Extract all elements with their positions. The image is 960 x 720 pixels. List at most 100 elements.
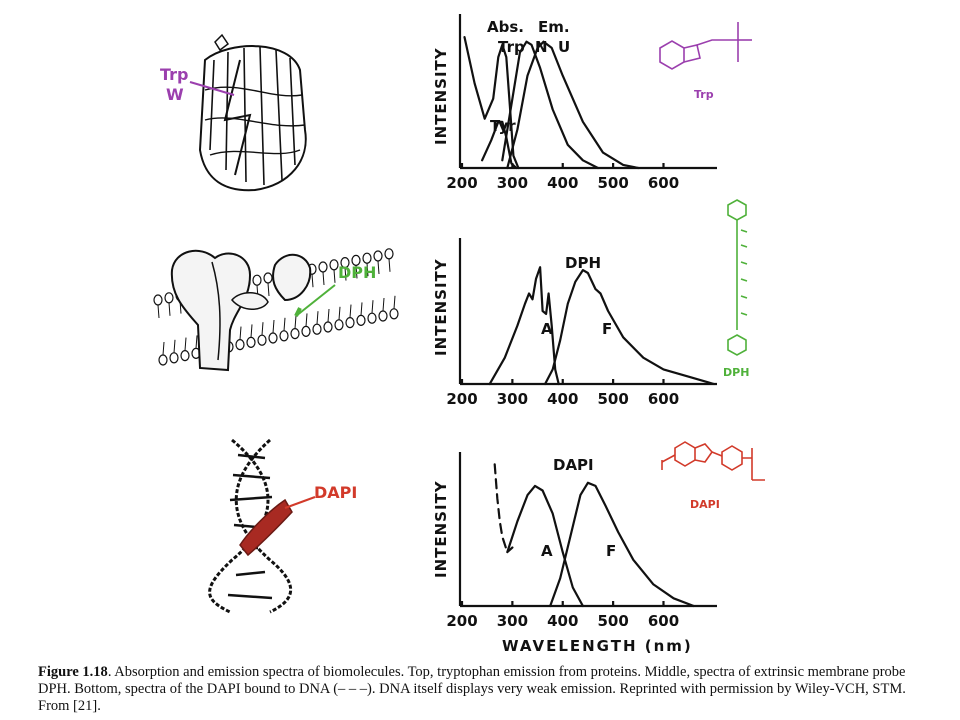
protein-label-w: W: [166, 85, 184, 104]
lipid-head: [378, 310, 388, 322]
lipid-head: [367, 312, 377, 324]
chart-middle: INTENSITY 200 300 400 500 600 DPH A F: [432, 238, 717, 408]
label-a-mid: A: [541, 320, 553, 338]
lipid-tail: [327, 308, 330, 323]
series-top-n: [501, 40, 600, 170]
tick-label-top-0: 200: [446, 174, 477, 192]
lipid-tail: [360, 302, 363, 316]
lipid-tail: [366, 263, 369, 277]
lipid-tail: [316, 311, 319, 325]
lipid-head: [180, 350, 190, 362]
lipid-tail: [333, 269, 336, 283]
label-em: Em.: [538, 18, 570, 36]
lipid-tail: [338, 306, 341, 320]
label-dapi: DAPI: [553, 456, 594, 474]
trp-structure: Trp: [659, 22, 752, 101]
tick-label-bottom-0: 200: [446, 612, 477, 630]
series-bottom-a: [506, 484, 584, 608]
membrane-illustration: DPH: [153, 248, 399, 372]
lipid-head: [362, 252, 372, 264]
tick-label-bottom-3: 500: [597, 612, 628, 630]
chart-bottom-ylabel: INTENSITY: [432, 480, 450, 578]
tick-label-middle-3: 500: [597, 390, 628, 408]
lipid-head: [164, 292, 174, 304]
lipid-head: [290, 328, 300, 340]
lipid-head: [301, 325, 311, 337]
label-trp: Trp: [498, 38, 525, 56]
chart-top: INTENSITY 200 300 400 500 600 Abs. Em. Trp N…: [432, 14, 717, 192]
dna-illustration: DAPI: [208, 438, 357, 614]
lipid-head: [279, 330, 289, 342]
lipid-tail: [267, 282, 270, 297]
lipid-tail: [272, 319, 275, 334]
label-a-bot: A: [541, 542, 553, 560]
figure-caption: Figure 1.18. Absorption and emission spe…: [38, 664, 938, 715]
tick-label-middle-0: 200: [446, 390, 477, 408]
lipid-head: [312, 323, 322, 335]
lipid-head: [389, 308, 399, 320]
series-top-u: [506, 40, 640, 170]
lipid-head: [246, 336, 256, 348]
lipid-tail: [377, 260, 380, 275]
chart-middle-ylabel: INTENSITY: [432, 258, 450, 356]
lipid-tail: [344, 267, 347, 281]
tick-label-top-2: 400: [547, 174, 578, 192]
lipid-tail: [157, 304, 160, 319]
lipid-head: [153, 294, 163, 306]
tick-label-middle-1: 300: [497, 390, 528, 408]
chart-top-ylabel: INTENSITY: [432, 47, 450, 145]
caption-text: . Absorption and emission spectra of bio…: [38, 664, 906, 714]
lipid-tail: [184, 337, 187, 351]
lipid-tail: [349, 304, 352, 318]
label-tyr: Tyr: [490, 117, 516, 135]
caption-label: Figure 1.18: [38, 664, 108, 680]
tick-label-bottom-2: 400: [547, 612, 578, 630]
label-f-bot: F: [606, 542, 616, 560]
protein-illustration: Trp W: [160, 33, 307, 192]
lipid-tail: [239, 326, 242, 340]
lipid-head: [268, 332, 278, 344]
lipid-tail: [168, 302, 171, 316]
chart-bottom: INTENSITY 200 300 400 500 600 DAPI A F WAVEL…: [432, 452, 717, 655]
lipid-head: [318, 261, 328, 273]
dph-structure: DPH: [723, 199, 749, 379]
lipid-tail: [162, 341, 165, 356]
lipid-head: [345, 317, 355, 329]
lipid-head: [257, 334, 267, 346]
lipid-tail: [322, 271, 325, 286]
lipid-head: [158, 354, 168, 366]
dapi-name: DAPI: [690, 498, 720, 511]
membrane-label-dph: DPH: [338, 263, 376, 282]
lipid-head: [356, 314, 366, 326]
lipid-head: [252, 274, 262, 286]
figure: Trp W DPH DAPI INTENSITY 200 300 400 500 600…: [153, 14, 765, 655]
lipid-head: [329, 259, 339, 271]
lipid-tail: [388, 258, 391, 272]
lipid-tail: [382, 297, 385, 312]
lipid-head: [334, 319, 344, 331]
label-u: U: [558, 38, 570, 56]
dph-name: DPH: [723, 366, 749, 379]
series-middle-a: [488, 266, 560, 386]
tick-label-middle-2: 400: [547, 390, 578, 408]
lipid-tail: [371, 300, 374, 314]
lipid-tail: [250, 324, 253, 338]
lipid-tail: [261, 322, 264, 336]
lipid-tail: [294, 315, 297, 329]
tick-label-bottom-4: 600: [648, 612, 679, 630]
lipid-tail: [173, 339, 176, 353]
label-dph: DPH: [565, 254, 601, 272]
tick-label-bottom-1: 300: [497, 612, 528, 630]
tick-label-middle-4: 600: [648, 390, 679, 408]
lipid-tail: [305, 313, 308, 327]
lipid-tail: [393, 295, 396, 309]
dapi-structure: DAPI: [661, 441, 765, 511]
series-bottom-f: [549, 481, 695, 608]
lipid-head: [384, 248, 394, 260]
series-middle-f: [544, 269, 715, 386]
lipid-tail: [355, 265, 358, 279]
trp-name: Trp: [694, 88, 714, 101]
dna-label-dapi: DAPI: [314, 483, 357, 502]
lipid-head: [373, 250, 383, 262]
tick-label-top-1: 300: [497, 174, 528, 192]
